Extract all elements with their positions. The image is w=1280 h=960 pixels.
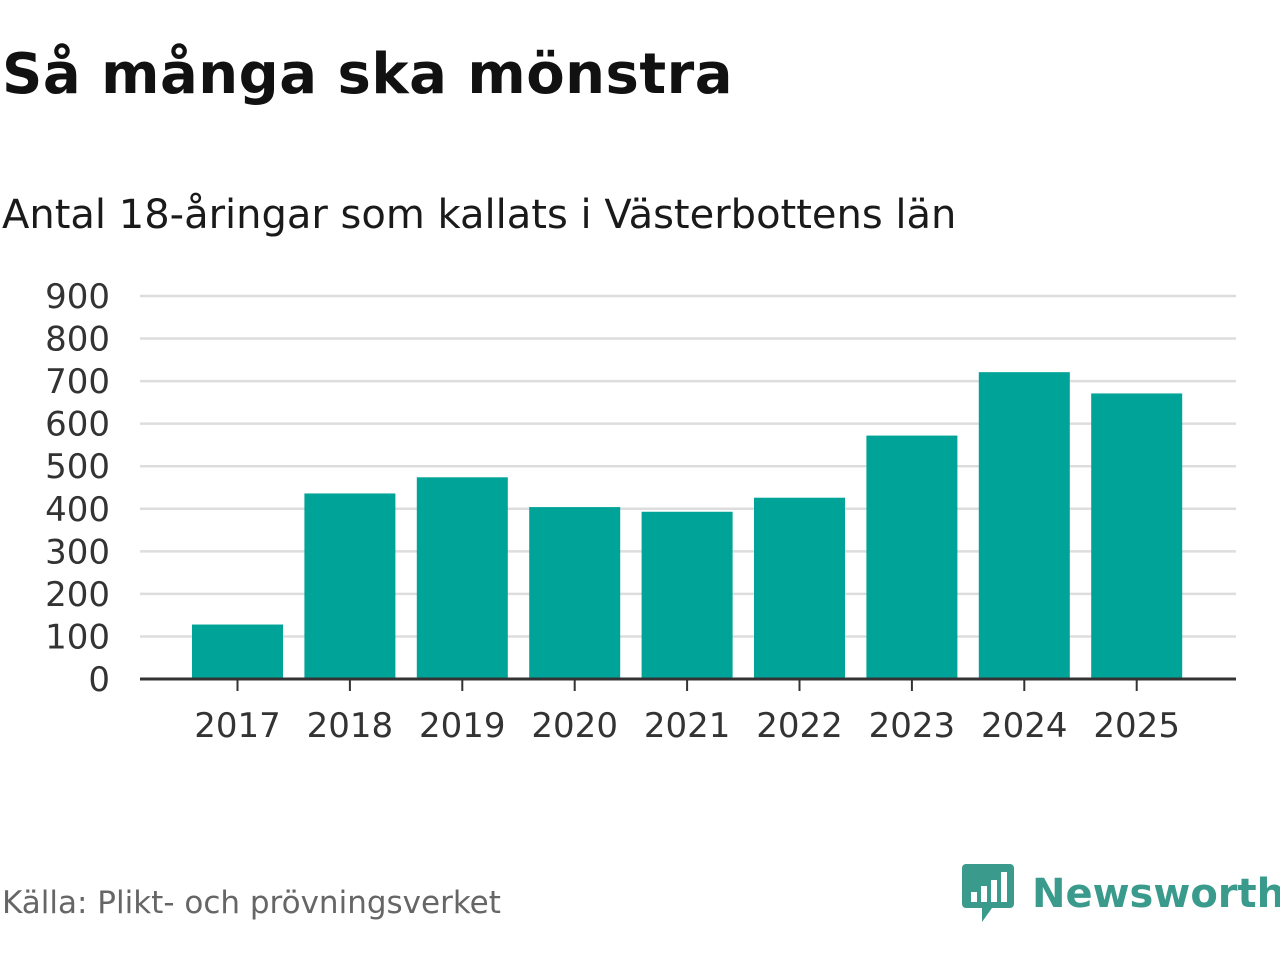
newsworthy-logo: Newsworthy bbox=[962, 864, 1280, 924]
x-tick-label: 2018 bbox=[307, 706, 394, 746]
x-tick-label: 2017 bbox=[194, 706, 281, 746]
bar-2021 bbox=[641, 511, 733, 679]
x-tick-label: 2020 bbox=[531, 706, 618, 746]
x-tick-label: 2023 bbox=[869, 706, 956, 746]
x-tick-label: 2022 bbox=[756, 706, 843, 746]
bar-2023 bbox=[866, 435, 958, 679]
y-tick-label: 200 bbox=[45, 575, 110, 615]
y-tick-label: 700 bbox=[45, 362, 110, 402]
newsworthy-chart-bubble-icon bbox=[962, 864, 1014, 922]
x-tick-label: 2024 bbox=[981, 706, 1068, 746]
bar-2020 bbox=[529, 507, 621, 679]
y-tick-label: 100 bbox=[45, 617, 110, 657]
bars bbox=[192, 372, 1183, 679]
source-note: Källa: Plikt- och prövningsverket bbox=[2, 885, 501, 921]
chart-title: Så många ska mönstra bbox=[2, 42, 734, 107]
bar-2024 bbox=[978, 372, 1070, 679]
y-tick-label: 900 bbox=[45, 277, 110, 317]
bar-2025 bbox=[1091, 393, 1183, 679]
y-tick-label: 800 bbox=[45, 320, 110, 360]
bar-2019 bbox=[416, 477, 508, 679]
y-tick-label: 300 bbox=[45, 532, 110, 572]
x-tick-label: 2019 bbox=[419, 706, 506, 746]
bar-2022 bbox=[754, 497, 845, 679]
bar-2018 bbox=[304, 493, 396, 679]
brand-name: Newsworthy bbox=[1032, 871, 1280, 917]
x-tick-label: 2021 bbox=[644, 706, 731, 746]
y-tick-label: 600 bbox=[45, 405, 110, 445]
bar-2017 bbox=[192, 624, 283, 679]
x-tick-label: 2025 bbox=[1093, 706, 1180, 746]
chart-subtitle: Antal 18-åringar som kallats i Västerbot… bbox=[2, 192, 957, 238]
y-tick-label: 400 bbox=[45, 490, 110, 530]
y-tick-label: 0 bbox=[88, 660, 110, 700]
x-axis: 2017 2018 2019 2020 2021 2022 2023 2024 2025 bbox=[140, 677, 1236, 746]
y-tick-label: 500 bbox=[45, 447, 110, 487]
